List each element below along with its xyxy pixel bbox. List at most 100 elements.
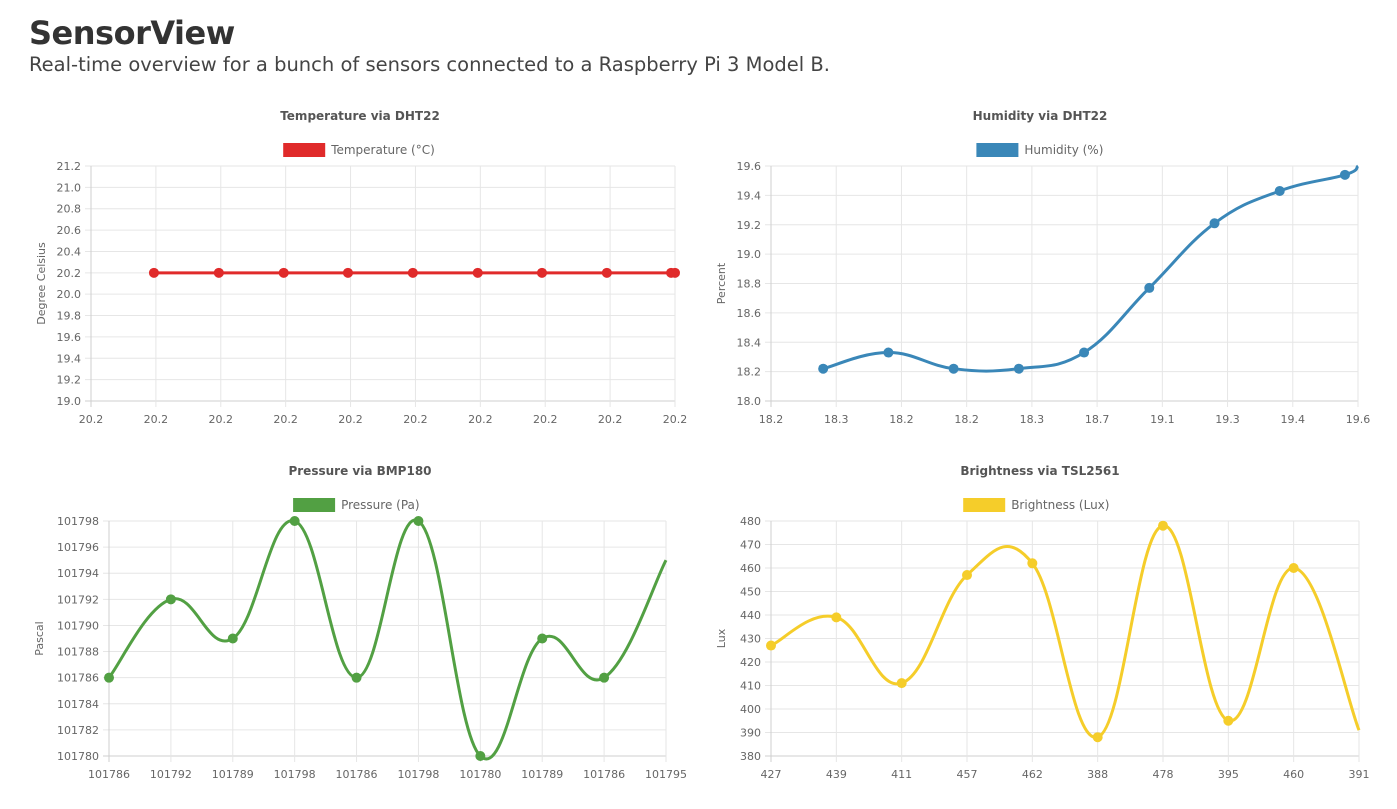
brightness-chart-title: Brightness via TSL2561 xyxy=(960,464,1119,478)
pressure-data-point xyxy=(537,633,548,644)
brightness-chart-canvas: Brightness via TSL2561 Brightness (Lux) 38… xyxy=(715,464,1370,781)
pressure-y-tick-label: 101794 xyxy=(57,567,99,580)
humidity-data-point xyxy=(1274,185,1285,196)
temperature-data-point xyxy=(670,267,680,278)
pressure-y-tick-label: 101784 xyxy=(57,698,99,711)
page-subtitle: Real-time overview for a bunch of sensor… xyxy=(29,53,830,76)
humidity-y-tick-label: 18.6 xyxy=(737,307,762,320)
temperature-y-tick-label: 20.8 xyxy=(57,203,82,216)
pressure-x-tick-label: 101795 xyxy=(645,768,687,781)
temperature-x-tick-label: 20.2 xyxy=(209,413,234,426)
humidity-x-tick-label: 19.1 xyxy=(1150,413,1175,426)
humidity-y-tick-label: 18.8 xyxy=(737,278,762,291)
brightness-data-point xyxy=(1158,520,1168,531)
humidity-data-point xyxy=(1013,363,1024,374)
pressure-y-tick-label: 101788 xyxy=(57,646,99,659)
brightness-data-point xyxy=(962,570,972,581)
humidity-legend-label: Humidity (%) xyxy=(1024,143,1103,157)
brightness-x-tick-label: 411 xyxy=(891,768,912,781)
brightness-y-tick-label: 430 xyxy=(740,633,761,646)
temperature-y-tick-label: 19.6 xyxy=(57,331,82,344)
temperature-y-tick-label: 21.0 xyxy=(57,181,82,194)
pressure-x-tick-label: 101789 xyxy=(521,768,563,781)
humidity-y-tick-label: 19.6 xyxy=(737,160,762,173)
humidity-legend: Humidity (%) xyxy=(976,143,1103,157)
temperature-x-tick-label: 20.2 xyxy=(533,413,558,426)
brightness-y-tick-label: 460 xyxy=(740,562,761,575)
humidity-y-tick-label: 19.4 xyxy=(737,189,762,202)
temperature-y-tick-label: 20.2 xyxy=(57,267,82,280)
brightness-y-tick-label: 450 xyxy=(740,586,761,599)
temperature-data-point xyxy=(213,267,224,278)
pressure-y-tick-label: 101782 xyxy=(57,724,99,737)
temperature-y-tick-label: 19.0 xyxy=(57,395,82,408)
humidity-y-tick-label: 18.0 xyxy=(737,395,762,408)
humidity-x-tick-label: 18.7 xyxy=(1085,413,1110,426)
temperature-x-tick-label: 20.2 xyxy=(79,413,104,426)
brightness-data-point xyxy=(831,612,842,623)
humidity-x-tick-label: 19.4 xyxy=(1281,413,1306,426)
temperature-x-tick-label: 20.2 xyxy=(338,413,363,426)
humidity-chart: Humidity via DHT22 Humidity (%) 18.0 18.2 18… xyxy=(700,100,1380,430)
humidity-y-tick-label: 18.4 xyxy=(737,336,762,349)
pressure-legend: Pressure (Pa) xyxy=(293,498,420,512)
pressure-x-tick-label: 101789 xyxy=(212,768,254,781)
pressure-y-tick-label: 101790 xyxy=(57,619,99,632)
humidity-data-point xyxy=(818,363,829,374)
brightness-x-tick-label: 478 xyxy=(1153,768,1174,781)
pressure-data-point xyxy=(165,594,176,605)
humidity-y-axis-label: Percent xyxy=(715,262,728,304)
brightness-legend: Brightness (Lux) xyxy=(963,498,1109,512)
humidity-x-tick-label: 19.3 xyxy=(1215,413,1240,426)
brightness-series-line xyxy=(770,524,1361,739)
brightness-x-tick-label: 427 xyxy=(761,768,782,781)
brightness-data-point xyxy=(1223,715,1234,726)
pressure-data-point xyxy=(475,751,486,761)
pressure-data-point xyxy=(227,633,238,644)
brightness-x-tick-label: 388 xyxy=(1087,768,1108,781)
brightness-data-point xyxy=(766,640,776,651)
brightness-y-tick-label: 410 xyxy=(740,680,761,693)
temperature-y-tick-label: 21.2 xyxy=(57,160,82,173)
temperature-legend-label: Temperature (°C) xyxy=(330,143,435,157)
pressure-y-tick-label: 101796 xyxy=(57,541,99,554)
temperature-data-point xyxy=(472,267,483,278)
pressure-y-tick-label: 101798 xyxy=(57,515,99,528)
humidity-data-point xyxy=(883,347,894,358)
brightness-data-point xyxy=(896,678,907,689)
brightness-x-tick-label: 457 xyxy=(957,768,978,781)
brightness-data-point xyxy=(1288,563,1299,573)
pressure-data-point xyxy=(104,672,114,683)
temperature-x-tick-label: 20.2 xyxy=(598,413,623,426)
temperature-x-tick-label: 20.2 xyxy=(468,413,493,426)
temperature-legend-swatch xyxy=(283,143,326,157)
humidity-x-tick-label: 18.3 xyxy=(1020,413,1045,426)
pressure-data-point xyxy=(599,672,610,683)
humidity-chart-title: Humidity via DHT22 xyxy=(973,109,1108,123)
temperature-y-tick-label: 20.6 xyxy=(57,224,82,237)
pressure-data-point xyxy=(289,516,300,526)
brightness-data-point xyxy=(1027,558,1038,569)
humidity-data-point xyxy=(1079,347,1090,358)
humidity-data-point xyxy=(1209,218,1220,229)
brightness-data-point xyxy=(1092,732,1103,743)
pressure-x-tick-label: 101798 xyxy=(274,768,316,781)
pressure-y-tick-label: 101792 xyxy=(57,593,99,606)
temperature-data-point xyxy=(407,267,418,278)
temperature-y-tick-label: 19.2 xyxy=(57,374,82,387)
temperature-data-point xyxy=(148,267,159,278)
brightness-x-tick-label: 395 xyxy=(1218,768,1239,781)
humidity-x-tick-label: 19.6 xyxy=(1346,413,1371,426)
pressure-x-tick-label: 101786 xyxy=(336,768,378,781)
pressure-x-tick-label: 101786 xyxy=(88,768,130,781)
temperature-y-tick-label: 19.8 xyxy=(57,310,82,323)
temperature-x-tick-label: 20.2 xyxy=(273,413,298,426)
humidity-x-tick-label: 18.2 xyxy=(759,413,784,426)
brightness-y-tick-label: 400 xyxy=(740,703,761,716)
humidity-chart-canvas: Humidity via DHT22 Humidity (%) 18.0 18.2 18… xyxy=(715,109,1371,426)
brightness-y-tick-label: 380 xyxy=(740,750,761,763)
pressure-x-tick-label: 101798 xyxy=(397,768,439,781)
temperature-x-tick-label: 20.2 xyxy=(663,413,688,426)
humidity-x-tick-label: 18.3 xyxy=(824,413,849,426)
brightness-y-tick-label: 390 xyxy=(740,727,761,740)
